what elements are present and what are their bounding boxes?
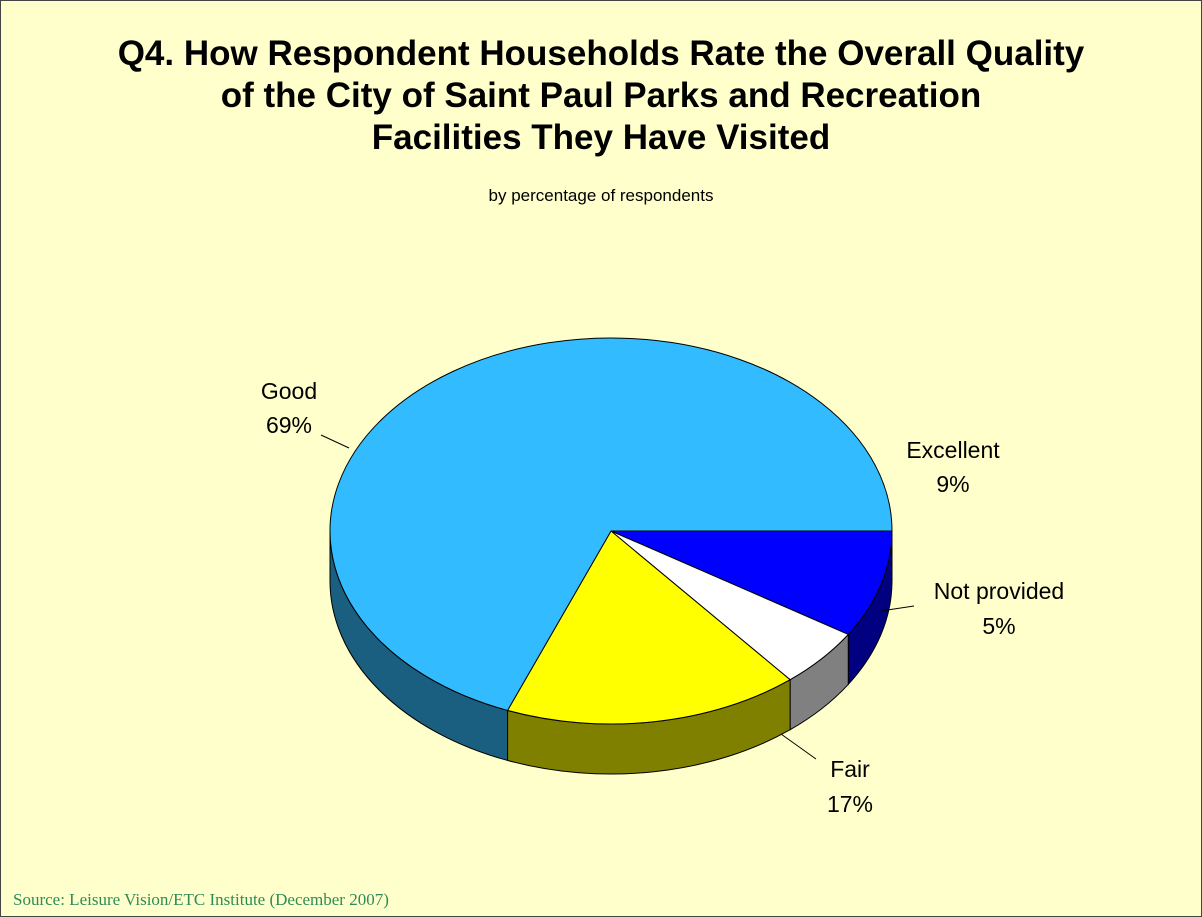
pie-slice-excellent <box>610 530 893 636</box>
slice-label-excellent: Excellent <box>906 437 1000 463</box>
pie-slice-good <box>329 337 893 712</box>
chart-title-line-1: Q4. How Respondent Households Rate the O… <box>117 34 1085 73</box>
slice-value-not-provided: 5% <box>982 613 1015 639</box>
slice-value-excellent: 9% <box>936 471 969 497</box>
slice-value-fair: 17% <box>827 791 873 817</box>
chart-subtitle: by percentage of respondents <box>488 186 714 205</box>
chart-title-line-2: of the City of Saint Paul Parks and Recr… <box>220 76 982 115</box>
slice-label-not-provided: Not provided <box>934 578 1064 604</box>
pie-slice-fair <box>506 530 791 725</box>
leader-line-fair <box>780 733 817 760</box>
slice-label-good: Good <box>261 378 317 404</box>
pie-slices <box>329 337 893 725</box>
leader-line-not-provided <box>880 605 915 612</box>
pie-labels: Excellent 9% Not provided 5% Fair 17% Good 69% <box>261 378 1064 817</box>
pie-side-walls <box>329 530 893 775</box>
slice-value-good: 69% <box>266 412 312 438</box>
chart-title: Q4. How Respondent Households Rate the O… <box>1 33 1201 159</box>
source-note: Source: Leisure Vision/ETC Institute (De… <box>13 890 389 909</box>
chart-title-line-3: Facilities They Have Visited <box>371 118 831 157</box>
leader-line-good <box>320 434 350 449</box>
slice-label-fair: Fair <box>830 756 870 782</box>
